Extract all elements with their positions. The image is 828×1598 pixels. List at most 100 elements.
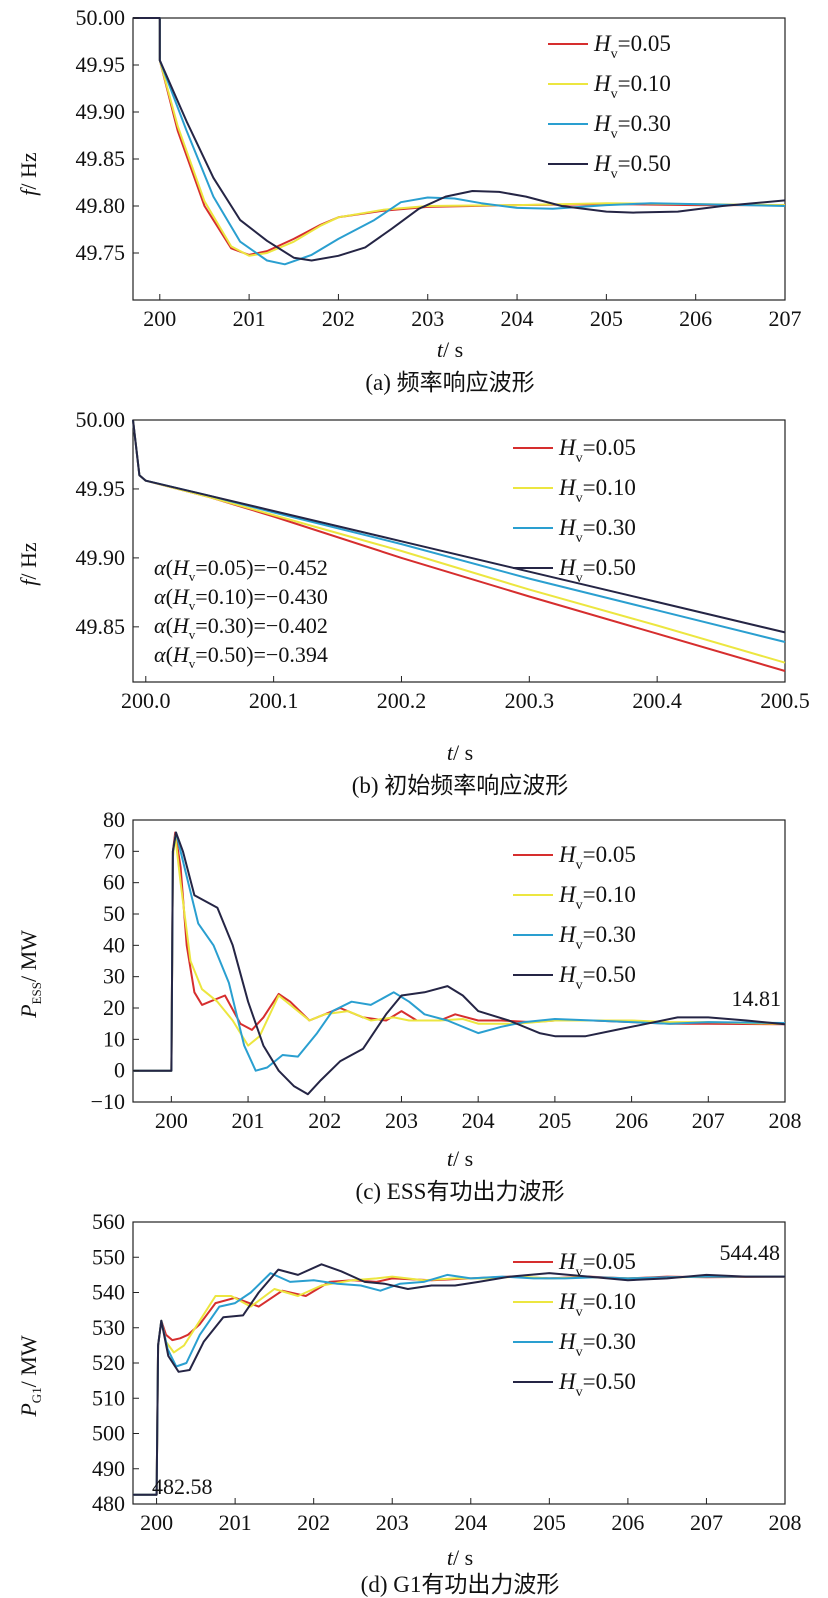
x-tick-label: 200 — [155, 1108, 188, 1133]
plot-frame-a — [132, 17, 786, 301]
end-value-label-c: 14.81 — [732, 986, 782, 1011]
series-layer-a — [133, 17, 786, 266]
y-tick-label: 60 — [103, 870, 125, 895]
x-tick-label: 203 — [376, 1510, 409, 1535]
x-tick-label: 205 — [538, 1108, 571, 1133]
series-layer-b — [132, 419, 786, 672]
legend-c: Hv=0.05 Hv=0.10 Hv=0.30 Hv=0.50 — [513, 842, 636, 993]
y-tick-label: 80 — [103, 807, 125, 832]
series-line-3 — [133, 17, 786, 266]
legend-item: Hv=0.30 — [513, 1329, 636, 1360]
y-tick-label: 49.85 — [76, 614, 126, 639]
series-line-1 — [133, 831, 786, 1072]
y-tick-label: 10 — [103, 1026, 125, 1051]
y-tick-label: 510 — [92, 1385, 125, 1410]
caption-c: (c) ESS有功出力波形 — [356, 1179, 565, 1204]
legend-item: Hv=0.05 — [513, 842, 636, 873]
series-layer-c — [133, 831, 786, 1096]
y-tick-label: 480 — [92, 1491, 125, 1516]
y-tick-label: 49.95 — [76, 476, 126, 501]
x-tick-label: 206 — [615, 1108, 648, 1133]
series-line-4 — [132, 419, 786, 634]
x-tick-label: 200 — [140, 1510, 173, 1535]
series-layer-d — [133, 1263, 786, 1496]
series-line-2 — [133, 17, 786, 257]
y-tick-label: 0 — [114, 1058, 125, 1083]
alpha-annotations: α(Hv=0.05)=−0.452α(Hv=0.10)=−0.430α(Hv=0… — [154, 555, 328, 671]
x-tick-label: 202 — [308, 1108, 341, 1133]
legend-item: Hv=0.10 — [513, 475, 636, 506]
panel-b: 200.0 200.1 200.2 200.3 200.4 200.5 50.00 49.95… — [16, 407, 810, 798]
legend-label: Hv=0.50 — [558, 1369, 636, 1400]
plot-frame-d — [132, 1221, 786, 1505]
series-line-1 — [133, 1275, 786, 1496]
legend-label: Hv=0.50 — [558, 962, 636, 993]
legend-item: Hv=0.50 — [548, 151, 671, 182]
x-tick-label: 200.4 — [632, 688, 682, 713]
plot-frame-b — [132, 419, 786, 683]
y-tick-label: 49.90 — [76, 545, 126, 570]
legend-label: Hv=0.50 — [558, 555, 636, 586]
legend-label: Hv=0.50 — [593, 151, 671, 182]
legend-label: Hv=0.05 — [558, 1249, 636, 1280]
legend-label: Hv=0.05 — [558, 842, 636, 873]
legend-label: Hv=0.10 — [558, 882, 636, 913]
legend-item: Hv=0.30 — [513, 922, 636, 953]
alpha-annotation: α(Hv=0.50)=−0.394 — [154, 642, 328, 671]
legend-label: Hv=0.30 — [558, 1329, 636, 1360]
y-tick-label: 490 — [92, 1456, 125, 1481]
y-tick-label: 40 — [103, 932, 125, 957]
y-tick-label: 530 — [92, 1315, 125, 1340]
x-tick-label: 207 — [769, 306, 802, 331]
x-tick-label: 206 — [611, 1510, 644, 1535]
legend-item: Hv=0.50 — [513, 962, 636, 993]
alpha-annotation: α(Hv=0.10)=−0.430 — [154, 584, 328, 613]
x-tick-label: 202 — [297, 1510, 330, 1535]
x-tick-label: 206 — [679, 306, 712, 331]
x-tick-label: 205 — [533, 1510, 566, 1535]
legend-label: Hv=0.05 — [558, 435, 636, 466]
x-tick-label: 207 — [692, 1108, 725, 1133]
legend-b: Hv=0.05 Hv=0.10 Hv=0.30 Hv=0.50 — [513, 435, 636, 586]
legend-d: Hv=0.05 Hv=0.10 Hv=0.30 Hv=0.50 — [513, 1249, 636, 1400]
y-tick-label: 49.95 — [76, 52, 126, 77]
x-tick-label: 203 — [411, 306, 444, 331]
legend-label: Hv=0.10 — [558, 475, 636, 506]
series-line-2 — [133, 834, 786, 1072]
y-tick-label: 49.75 — [76, 240, 126, 265]
legend-label: Hv=0.05 — [593, 31, 671, 62]
y-tick-label: −10 — [91, 1089, 125, 1114]
x-tick-label: 201 — [219, 1510, 252, 1535]
x-tick-label: 208 — [769, 1108, 802, 1133]
y-tick-label: 49.80 — [76, 193, 126, 218]
x-tick-label: 203 — [385, 1108, 418, 1133]
x-tick-label: 201 — [233, 306, 266, 331]
y-tick-label: 540 — [92, 1280, 125, 1305]
x-tick-label: 200.0 — [121, 688, 171, 713]
plot-frame-c — [132, 819, 786, 1103]
series-line-4 — [133, 831, 786, 1096]
legend-item: Hv=0.10 — [548, 71, 671, 102]
x-tick-label: 200.2 — [377, 688, 427, 713]
y-tick-label: 500 — [92, 1421, 125, 1446]
legend-item: Hv=0.30 — [548, 111, 671, 142]
y-tick-label: 49.85 — [76, 146, 126, 171]
y-tick-label: 560 — [92, 1209, 125, 1234]
series-line-4 — [133, 1263, 785, 1496]
x-tick-label: 208 — [769, 1510, 802, 1535]
legend-label: Hv=0.30 — [593, 111, 671, 142]
x-tick-label: 200 — [143, 306, 176, 331]
caption-d: (d) G1有功出力波形 — [361, 1572, 560, 1597]
x-tick-label: 200.5 — [760, 688, 810, 713]
x-axis-label-c: t/ s — [447, 1146, 473, 1171]
legend-label: Hv=0.10 — [593, 71, 671, 102]
y-tick-label: 50 — [103, 901, 125, 926]
x-tick-label: 205 — [590, 306, 623, 331]
ticks-layer-c: 200 201 202 203 204 205 206 207 2088070605040302… — [91, 807, 802, 1133]
y-tick-label: 70 — [103, 838, 125, 863]
legend-item: Hv=0.10 — [513, 882, 636, 913]
y-axis-label-d: PG1/ MW — [16, 1335, 44, 1418]
y-axis-label-c: PESS/ MW — [16, 930, 44, 1019]
x-tick-label: 201 — [232, 1108, 265, 1133]
x-tick-label: 204 — [454, 1510, 487, 1535]
